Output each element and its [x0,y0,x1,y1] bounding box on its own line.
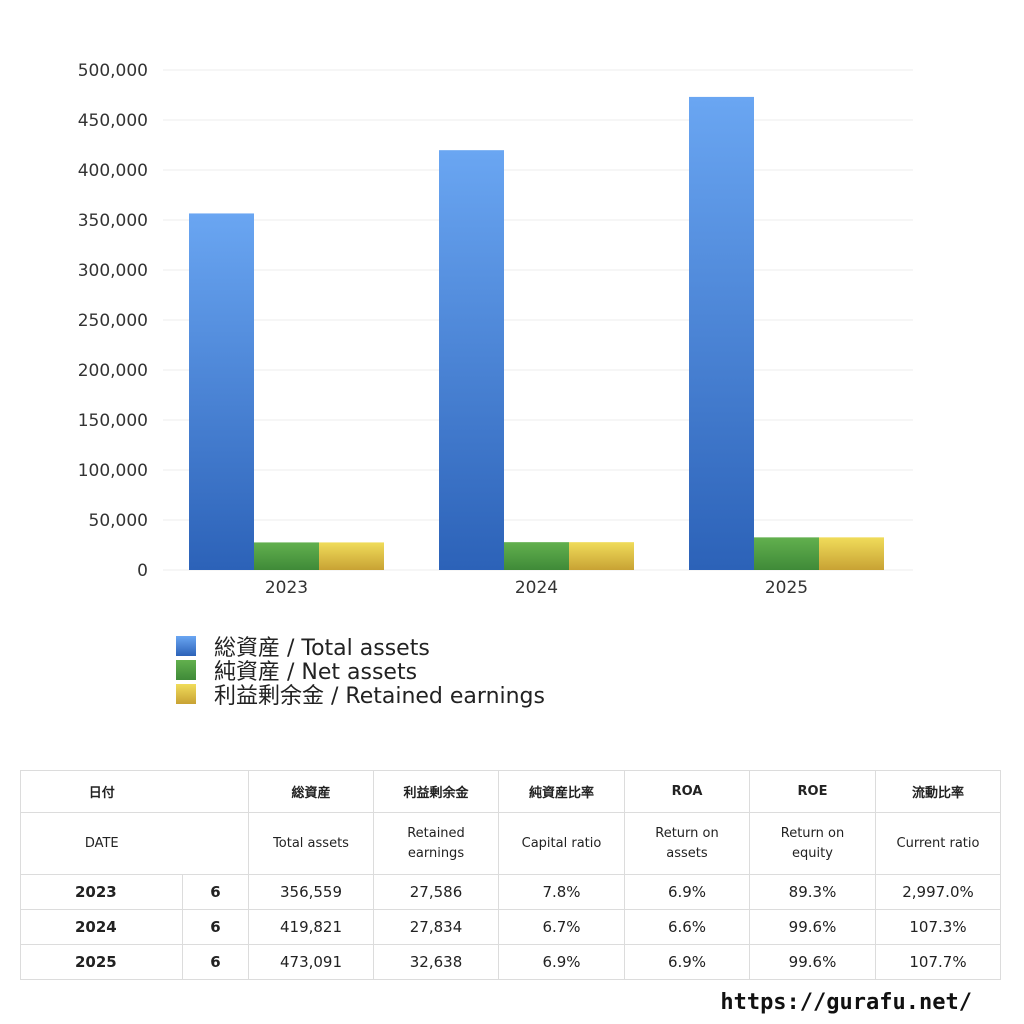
bar-retained-earnings [819,537,884,570]
row-year: 2025 [20,944,183,980]
y-tick-label: 150,000 [78,411,148,431]
y-tick-label: 50,000 [89,511,148,531]
bar-total-assets [689,96,754,570]
x-tick-label: 2023 [265,578,308,598]
legend-item-total-assets: 総資産 / Total assets [176,634,545,661]
x-axis: 2023 2024 2025 [265,578,808,598]
header-roa: ROA [624,770,750,813]
header-spacer [182,812,249,875]
y-tick-label: 250,000 [78,311,148,331]
table-header-ja: 日付 総資産 利益剰余金 純資産比率 ROA ROE 流動比率 [20,770,1001,813]
header-capital-ratio-ja: 純資産比率 [498,770,625,813]
bar-retained-earnings [319,542,384,570]
cell-roe: 99.6% [749,909,876,945]
header-roe-en: Return on equity [749,812,876,875]
header-total-assets-en: Total assets [248,812,374,875]
cell-roa: 6.6% [624,909,750,945]
cell-capital-ratio: 7.8% [498,874,625,910]
header-spacer [182,770,249,813]
table-header-en: DATE Total assets Retained earnings Capi… [20,812,1001,875]
x-tick-label: 2024 [515,578,558,598]
table-row: 2023 6 356,559 27,586 7.8% 6.9% 89.3% 2,… [20,874,1001,910]
row-month: 6 [182,874,249,910]
bar-retained-earnings [569,542,634,570]
header-current-ratio-ja: 流動比率 [875,770,1001,813]
cell-roe: 99.6% [749,944,876,980]
y-axis: 0 50,000 100,000 150,000 200,000 250,000 300,0… [78,61,148,581]
bar-net-assets [754,537,819,570]
y-tick-label: 200,000 [78,361,148,381]
cell-current-ratio: 107.7% [875,944,1001,980]
legend-item-retained-earnings: 利益剰余金 / Retained earnings [176,682,545,709]
row-month: 6 [182,944,249,980]
financial-table: 日付 総資産 利益剰余金 純資産比率 ROA ROE 流動比率 DATE Tot… [20,770,1001,980]
cell-retained: 27,834 [373,909,499,945]
y-tick-label: 0 [137,561,148,581]
header-roe: ROE [749,770,876,813]
chart-gridlines [163,69,913,571]
bar-net-assets [504,542,569,570]
bar-total-assets [439,150,504,570]
source-url[interactable]: https://gurafu.net/ [720,990,972,1015]
chart-bars [189,96,884,571]
legend-label: 利益剰余金 / Retained earnings [214,684,545,709]
legend-swatch-green [176,660,196,680]
y-tick-label: 450,000 [78,111,148,131]
legend-label: 総資産 / Total assets [214,636,430,661]
cell-total-assets: 356,559 [248,874,374,910]
row-year: 2024 [20,909,183,945]
cell-capital-ratio: 6.9% [498,944,625,980]
legend-item-net-assets: 純資産 / Net assets [176,658,545,685]
y-tick-label: 100,000 [78,461,148,481]
y-tick-label: 350,000 [78,211,148,231]
header-roa-en: Return on assets [624,812,750,875]
cell-total-assets: 473,091 [248,944,374,980]
x-tick-label: 2025 [765,578,808,598]
header-retained-en: Retained earnings [373,812,499,875]
header-capital-ratio-en: Capital ratio [498,812,625,875]
table-row: 2025 6 473,091 32,638 6.9% 6.9% 99.6% 10… [20,944,1001,980]
cell-retained: 32,638 [373,944,499,980]
header-current-ratio-en: Current ratio [875,812,1001,875]
cell-current-ratio: 107.3% [875,909,1001,945]
table-row: 2024 6 419,821 27,834 6.7% 6.6% 99.6% 10… [20,909,1001,945]
row-month: 6 [182,909,249,945]
bar-net-assets [254,542,319,570]
header-retained-ja: 利益剰余金 [373,770,499,813]
cell-roe: 89.3% [749,874,876,910]
cell-total-assets: 419,821 [248,909,374,945]
cell-current-ratio: 2,997.0% [875,874,1001,910]
row-year: 2023 [20,874,183,910]
cell-capital-ratio: 6.7% [498,909,625,945]
legend-swatch-blue [176,636,196,656]
header-total-assets-ja: 総資産 [248,770,374,813]
cell-roa: 6.9% [624,944,750,980]
cell-retained: 27,586 [373,874,499,910]
chart-legend: 総資産 / Total assets 純資産 / Net assets 利益剰余… [176,634,545,709]
header-date-ja: 日付 [20,770,183,813]
y-tick-label: 500,000 [78,61,148,81]
y-tick-label: 400,000 [78,161,148,181]
cell-roa: 6.9% [624,874,750,910]
bar-total-assets [189,213,254,571]
y-tick-label: 300,000 [78,261,148,281]
legend-swatch-yellow [176,684,196,704]
legend-label: 純資産 / Net assets [214,660,418,685]
bar-chart: 0 50,000 100,000 150,000 200,000 250,000 300,0… [78,61,913,598]
header-date-en: DATE [20,812,183,875]
